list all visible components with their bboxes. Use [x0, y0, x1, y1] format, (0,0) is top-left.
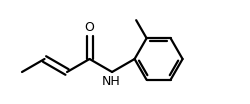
Text: NH: NH	[102, 75, 120, 88]
Text: O: O	[84, 21, 94, 34]
